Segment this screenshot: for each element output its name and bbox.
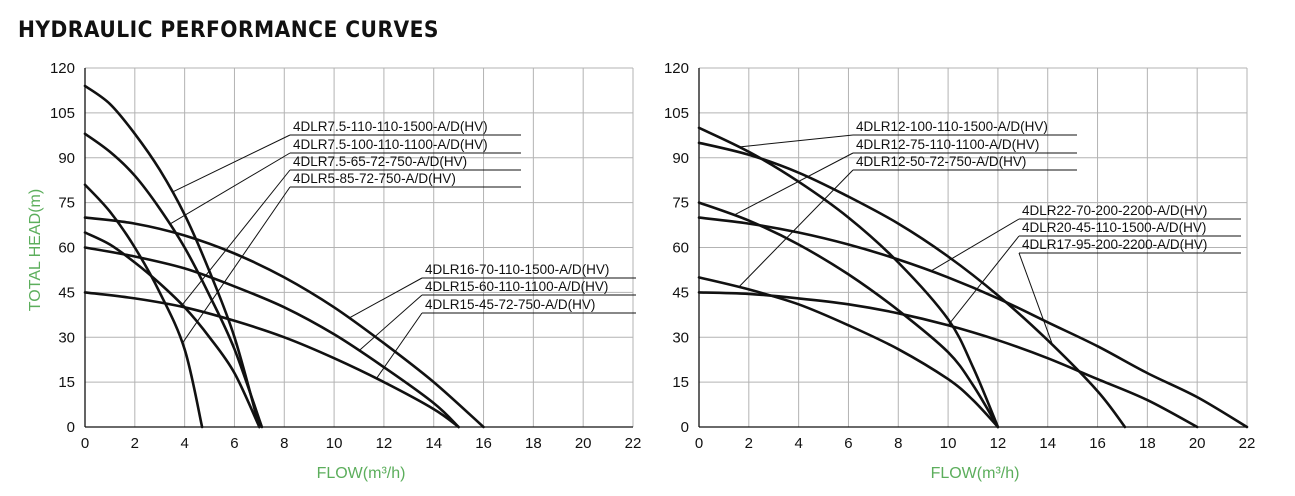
x-tick-label: 20 (575, 435, 592, 452)
y-tick-label: 90 (58, 150, 75, 167)
annotation-leader (181, 169, 291, 306)
series-line (83, 183, 204, 429)
x-axis-label: FLOW(m³/h) (931, 465, 1020, 482)
chart-left: 0 2 4 6 8 10 12 14 16 18 20 22 0 15 30 45 60 75 90 105 120 FL… (27, 60, 641, 482)
annotation-leader (738, 134, 854, 148)
series-line (83, 246, 460, 429)
y-tick-label: 120 (50, 60, 75, 77)
series-line (83, 132, 264, 429)
y-tick-label: 45 (672, 284, 689, 301)
x-tick-label: 10 (940, 435, 957, 452)
series-line (83, 84, 261, 429)
y-tick-label: 30 (58, 329, 75, 346)
y-tick-label: 15 (672, 374, 689, 391)
x-tick-label: 0 (695, 435, 703, 452)
x-tick-label: 12 (376, 435, 393, 452)
annotation-leader (348, 277, 423, 319)
annotation-leader (930, 218, 1020, 272)
annotation-label: 4DLR7.5-100-110-1100-A/D(HV) (293, 137, 488, 152)
x-tick-label: 22 (625, 435, 642, 452)
y-tick-label: 60 (672, 240, 689, 257)
x-tick-label: 16 (475, 435, 492, 452)
x-tick-label: 8 (280, 435, 288, 452)
series-line (697, 141, 1127, 429)
y-tick-label: 0 (681, 419, 689, 436)
x-tick-label: 2 (745, 435, 753, 452)
x-tick-label: 14 (1039, 435, 1056, 452)
annotation-label: 4DLR7.5-110-110-1500-A/D(HV) (293, 119, 488, 134)
x-axis-label: FLOW(m³/h) (317, 465, 406, 482)
x-tick-label: 6 (844, 435, 852, 452)
y-tick-label: 45 (58, 284, 75, 301)
y-tick-label: 105 (664, 105, 689, 122)
annotation-label: 4DLR5-85-72-750-A/D(HV) (293, 171, 456, 186)
x-tick-label: 14 (425, 435, 442, 452)
annotation-label: 4DLR15-60-110-1100-A/D(HV) (425, 279, 608, 294)
y-tick-label: 15 (58, 374, 75, 391)
series-line (697, 291, 1199, 429)
annotation-leader (733, 152, 854, 216)
series-line (697, 216, 1249, 429)
y-axis-label: TOTAL HEAD(m) (27, 189, 44, 311)
x-tick-label: 6 (230, 435, 238, 452)
x-tick-label: 0 (81, 435, 89, 452)
y-tick-label: 30 (672, 329, 689, 346)
chart-right: 0 2 4 6 8 10 12 14 16 18 20 22 0 15 30 45 60 75 90 105 120 FL… (664, 60, 1255, 482)
x-tick-label: 4 (180, 435, 188, 452)
annotation-label: 4DLR15-45-72-750-A/D(HV) (425, 297, 595, 312)
annotation-leader (738, 169, 854, 288)
series-line (697, 276, 1000, 429)
y-tick-label: 60 (58, 240, 75, 257)
annotation-label: 4DLR20-45-110-1500-A/D(HV) (1022, 220, 1206, 235)
annotation-label: 4DLR12-100-110-1500-A/D(HV) (856, 119, 1048, 134)
annotation-leader (376, 312, 423, 379)
annotation-label: 4DLR22-70-200-2200-A/D(HV) (1022, 203, 1207, 218)
x-tick-label: 10 (326, 435, 343, 452)
y-tick-label: 75 (672, 195, 689, 212)
annotation-leader (947, 235, 1020, 326)
annotation-label: 4DLR17-95-200-2200-A/D(HV) (1022, 237, 1207, 252)
annotation-label: 4DLR16-70-110-1500-A/D(HV) (425, 262, 609, 277)
x-tick-label: 4 (794, 435, 802, 452)
x-tick-label: 16 (1089, 435, 1106, 452)
annotation-leader (171, 134, 291, 193)
page-title: HYDRAULIC PERFORMANCE CURVES (18, 18, 439, 43)
x-tick-label: 18 (525, 435, 542, 452)
annotation-leader (181, 186, 291, 344)
annotation-label: 4DLR7.5-65-72-750-A/D(HV) (293, 154, 467, 169)
annotation-leader (169, 152, 291, 225)
x-tick-label: 8 (894, 435, 902, 452)
series-line (83, 291, 460, 429)
x-tick-label: 12 (990, 435, 1007, 452)
y-tick-label: 0 (67, 419, 75, 436)
x-tick-label: 18 (1139, 435, 1156, 452)
series-line (697, 201, 1000, 429)
annotation-label: 4DLR12-75-110-1100-A/D(HV) (856, 137, 1039, 152)
x-tick-label: 20 (1189, 435, 1206, 452)
y-tick-label: 120 (664, 60, 689, 77)
y-tick-label: 90 (672, 150, 689, 167)
annotation-leader (358, 294, 423, 352)
annotation-label: 4DLR12-50-72-750-A/D(HV) (856, 154, 1026, 169)
y-tick-label: 105 (50, 105, 75, 122)
series-line (83, 231, 261, 429)
x-tick-label: 2 (131, 435, 139, 452)
series-line (83, 216, 485, 429)
annotation-leader (1018, 252, 1054, 346)
y-tick-label: 75 (58, 195, 75, 212)
x-tick-label: 22 (1239, 435, 1256, 452)
